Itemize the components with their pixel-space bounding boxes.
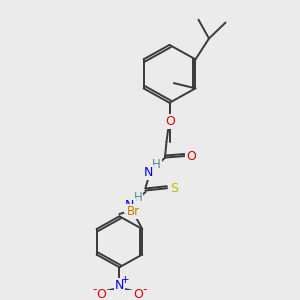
- Text: Br: Br: [127, 205, 140, 218]
- Text: O: O: [165, 115, 175, 128]
- Text: H: H: [134, 191, 142, 204]
- Text: -: -: [142, 283, 147, 296]
- Text: H: H: [152, 158, 161, 171]
- Text: S: S: [171, 182, 178, 195]
- Text: N: N: [125, 199, 135, 212]
- Text: -: -: [93, 283, 97, 296]
- Text: O: O: [186, 150, 196, 163]
- Text: O: O: [133, 288, 143, 300]
- Text: N: N: [115, 279, 124, 292]
- Text: O: O: [96, 288, 106, 300]
- Text: +: +: [121, 275, 130, 285]
- Text: N: N: [144, 166, 153, 179]
